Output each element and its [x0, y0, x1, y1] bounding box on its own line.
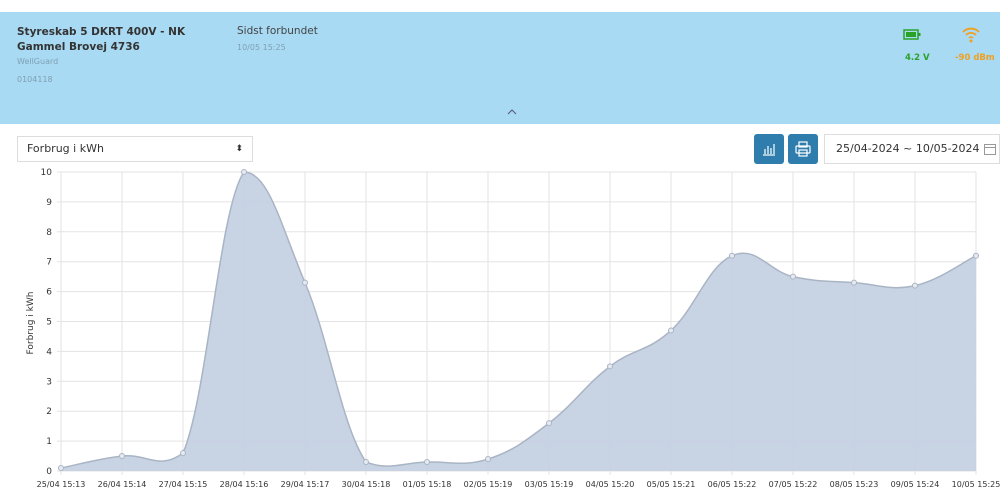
x-tick-label: 06/05 15:22: [708, 480, 757, 489]
data-point: [851, 279, 857, 286]
data-point: [973, 252, 979, 259]
x-tick-label: 29/04 15:17: [281, 480, 330, 489]
y-tick-label: 4: [46, 347, 52, 357]
x-tick-label: 09/05 15:24: [891, 480, 940, 489]
data-point: [485, 456, 491, 463]
y-tick-label: 9: [46, 198, 52, 208]
battery-icon: [903, 29, 921, 40]
data-point: [58, 465, 64, 472]
status-time: 10/05 15:25: [237, 43, 286, 52]
data-point: [912, 282, 918, 289]
y-tick-label: 10: [41, 168, 53, 178]
signal-icon: [962, 27, 980, 43]
y-tick-label: 0: [46, 467, 52, 477]
data-point: [119, 453, 125, 460]
device-header: Styreskab 5 DKRT 400V - NK Gammel Brovej…: [0, 12, 1000, 124]
x-tick-label: 04/05 15:20: [586, 480, 635, 489]
data-point: [790, 273, 796, 280]
chart: Forbrug i kWh 0 1 2 3 4 5 6 7 8 9 10 25/04 15:13 26/…: [26, 168, 1000, 489]
x-tick-label: 02/05 15:19: [464, 480, 513, 489]
brand: WellGuard: [17, 57, 59, 66]
x-tick-label: 03/05 15:19: [525, 480, 574, 489]
collapse-chevron[interactable]: [506, 108, 518, 116]
y-tick-label: 1: [46, 437, 52, 447]
y-tick-label: 3: [46, 377, 52, 387]
device-title: Styreskab 5 DKRT 400V - NK Gammel Brovej…: [17, 26, 186, 53]
x-tick-label: 28/04 15:16: [220, 480, 269, 489]
status-label: Sidst forbundet: [237, 25, 318, 37]
y-axis-label: Forbrug i kWh: [26, 292, 36, 355]
data-point: [241, 169, 247, 175]
metric-select[interactable]: Forbrug i kWh ⬍: [17, 136, 253, 162]
device-id: 0104118: [17, 75, 53, 84]
y-tick-label: 2: [46, 407, 52, 417]
data-point: [302, 279, 308, 286]
data-point: [363, 459, 369, 466]
data-point: [607, 363, 613, 370]
chart-button[interactable]: [754, 134, 784, 164]
x-tick-label: 08/05 15:23: [830, 480, 879, 489]
date-range[interactable]: 25/04-2024 ~ 10/05-2024: [824, 134, 1000, 164]
x-tick-label: 30/04 15:18: [342, 480, 391, 489]
data-point: [180, 450, 186, 457]
x-tick-label: 25/04 15:13: [37, 480, 86, 489]
y-tick-label: 6: [46, 288, 52, 298]
y-tick-label: 5: [46, 318, 52, 328]
x-tick-label: 10/05 15:25: [952, 480, 1000, 489]
x-tick-label: 26/04 15:14: [98, 480, 147, 489]
x-tick-label: 05/05 15:21: [647, 480, 696, 489]
print-button[interactable]: [788, 134, 818, 164]
y-tick-label: 8: [46, 228, 52, 238]
x-tick-label: 07/05 15:22: [769, 480, 818, 489]
x-tick-label: 01/05 15:18: [403, 480, 452, 489]
data-point: [668, 327, 674, 334]
date-text: 25/04-2024 ~ 10/05-2024: [836, 142, 980, 155]
x-tick-label: 27/04 15:15: [159, 480, 208, 489]
battery-voltage: 4.2 V: [905, 53, 930, 63]
signal-strength: -90 dBm: [955, 53, 995, 63]
data-point: [546, 420, 552, 427]
data-point: [424, 459, 430, 466]
data-point: [729, 252, 735, 259]
y-tick-label: 7: [46, 258, 52, 268]
metric-text: Forbrug i kWh: [27, 142, 104, 155]
area: [61, 172, 976, 471]
